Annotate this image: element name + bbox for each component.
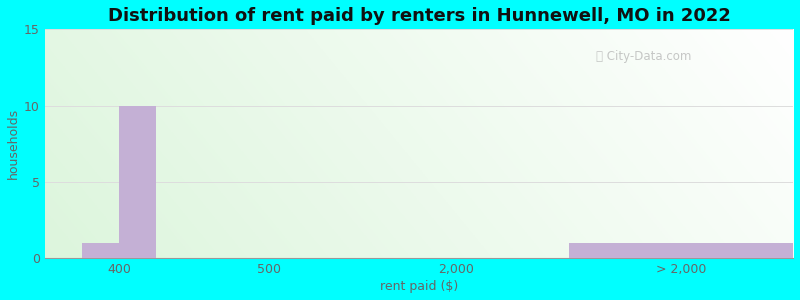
Bar bbox=[82, 243, 119, 258]
Bar bbox=[119, 106, 156, 258]
Y-axis label: households: households bbox=[7, 108, 20, 179]
Title: Distribution of rent paid by renters in Hunnewell, MO in 2022: Distribution of rent paid by renters in … bbox=[107, 7, 730, 25]
X-axis label: rent paid ($): rent paid ($) bbox=[380, 280, 458, 293]
Text: ⓘ City-Data.com: ⓘ City-Data.com bbox=[596, 50, 691, 63]
Bar bbox=[569, 243, 793, 258]
